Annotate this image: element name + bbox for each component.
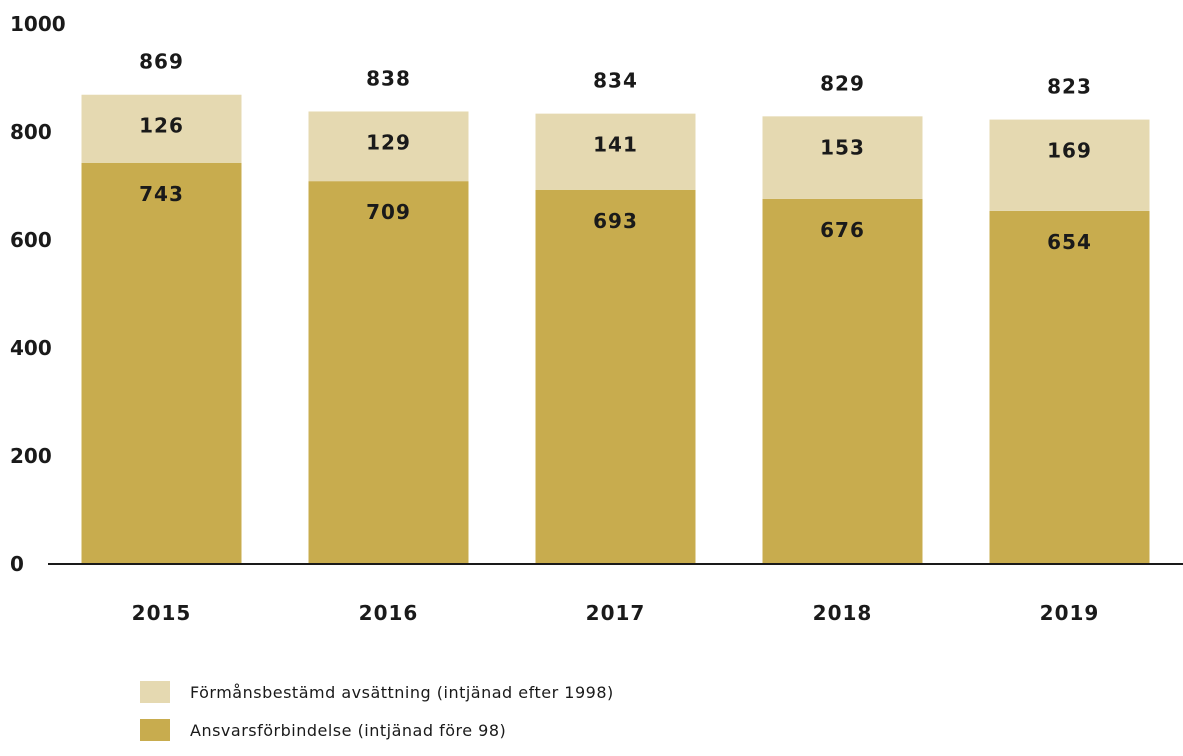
total-label-2016: 838	[366, 66, 411, 90]
bar-2018-series-0	[762, 198, 923, 564]
total-label-2017: 834	[593, 69, 638, 93]
total-label-2015: 869	[139, 50, 184, 74]
legend-label-ansvarsforbindelse: Ansvarsförbindelse (intjänad före 98)	[190, 720, 507, 740]
data-label-2018-series-0: 676	[820, 218, 865, 242]
data-label-2019-series-1: 169	[1047, 139, 1092, 163]
total-label-2018: 829	[820, 71, 865, 95]
y-tick-label-200: 200	[10, 444, 52, 468]
data-label-2017-series-0: 693	[593, 209, 638, 233]
bar-2018-series-1	[762, 116, 923, 199]
y-tick-label-600: 600	[10, 228, 52, 252]
x-tick-label-2019: 2019	[1040, 601, 1100, 625]
bar-2015-series-1	[81, 94, 242, 163]
stacked-bar-chart: 0 200 400 600 800 1000 743 126 869 2015 709 129 838 2…	[10, 12, 1183, 625]
bar-2019-series-1	[989, 119, 1150, 211]
y-tick-label-1000: 1000	[10, 12, 66, 36]
data-label-2019-series-0: 654	[1047, 230, 1092, 254]
bar-2016-series-1	[308, 111, 469, 182]
y-tick-label-0: 0	[10, 552, 24, 576]
total-label-2019: 823	[1047, 75, 1092, 99]
x-tick-label-2017: 2017	[586, 601, 646, 625]
legend-swatch-ansvarsforbindelse	[140, 719, 170, 741]
legend-swatch-formansbestamd	[140, 681, 170, 703]
data-label-2016-series-1: 129	[366, 130, 411, 154]
bar-2017-series-1	[535, 113, 696, 190]
x-tick-label-2018: 2018	[813, 601, 873, 625]
y-tick-label-800: 800	[10, 120, 52, 144]
y-tick-label-400: 400	[10, 336, 52, 360]
legend-item-formansbestamd: Förmånsbestämd avsättning (intjänad efte…	[140, 680, 614, 704]
bar-2019-series-0	[989, 210, 1150, 564]
bar-2016-series-0	[308, 181, 469, 564]
legend: Förmånsbestämd avsättning (intjänad efte…	[140, 680, 614, 756]
legend-item-ansvarsforbindelse: Ansvarsförbindelse (intjänad före 98)	[140, 718, 614, 742]
bar-2017-series-0	[535, 189, 696, 564]
data-label-2017-series-1: 141	[593, 133, 638, 157]
data-label-2016-series-0: 709	[366, 200, 411, 224]
x-tick-label-2016: 2016	[359, 601, 419, 625]
data-label-2015-series-1: 126	[139, 114, 184, 138]
legend-label-formansbestamd: Förmånsbestämd avsättning (intjänad efte…	[190, 682, 614, 702]
bar-2015-series-0	[81, 162, 242, 564]
data-label-2015-series-0: 743	[139, 182, 184, 206]
x-tick-label-2015: 2015	[132, 601, 192, 625]
data-label-2018-series-1: 153	[820, 135, 865, 159]
